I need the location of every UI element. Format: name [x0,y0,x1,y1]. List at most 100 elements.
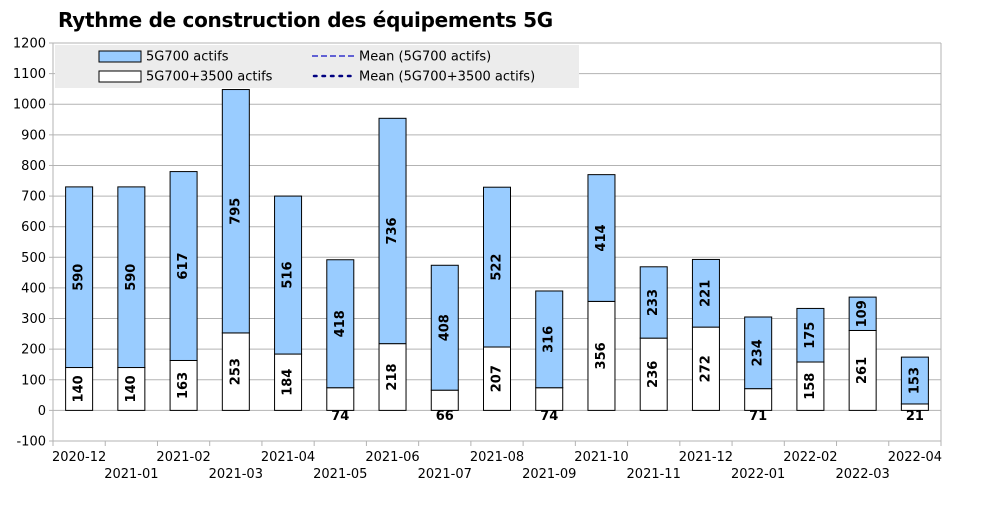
bar-5g700-2022-03 [848,296,877,331]
data-label-5g700: 736 [385,217,400,244]
x-tick-label: 2021-05 [313,467,367,482]
data-label-5g700: 516 [281,261,296,288]
bar-5g700-2021-02 [169,171,198,361]
data-label-5g700: 109 [855,300,870,327]
x-tick-label: 2021-02 [156,450,210,465]
data-label-5g700: 795 [228,198,243,225]
data-label-5g700: 233 [646,289,661,316]
data-label-5g700: 522 [490,254,505,281]
bar-5g700-3500-2021-10 [587,300,616,411]
x-tick-label: 2021-10 [574,450,628,465]
y-tick-label: 500 [21,251,46,266]
data-label-5g700: 590 [72,264,87,291]
bar-5g700-2022-02 [796,307,825,363]
data-label-5g700-3500: 261 [855,357,870,384]
data-label-5g700-3500: 207 [490,365,505,392]
x-tick-label: 2022-04 [888,450,942,465]
data-label-5g700-3500: 356 [594,342,609,369]
bar-5g700-3500-2021-08 [483,346,511,411]
x-tick-label: 2021-09 [522,467,576,482]
data-label-5g700-3500: 66 [436,409,454,424]
legend-label: 5G700+3500 actifs [146,70,273,85]
bar-5g700-3500-2021-01 [117,367,146,411]
chart-title: Rythme de construction des équipements 5… [58,8,553,32]
y-tick-label: 100 [21,373,46,388]
legend-label: Mean (5G700+3500 actifs) [359,70,535,85]
bar-5g700-3500-2021-07 [430,389,459,411]
x-tick-label: 2021-04 [261,450,315,465]
data-label-5g700-3500: 140 [72,375,87,402]
bar-5g700-2021-05 [326,259,355,389]
data-label-5g700: 408 [437,314,452,341]
bar-5g700-2021-08 [483,186,511,348]
y-tick-label: 0 [38,404,46,419]
bar-5g700-2021-01 [117,186,146,369]
x-tick-label: 2020-12 [52,450,106,465]
data-label-5g700: 418 [333,310,348,337]
x-tick-label: 2021-06 [365,450,419,465]
data-label-5g700: 175 [803,322,818,349]
data-label-5g700: 234 [751,339,766,366]
y-tick-label: 1100 [13,67,46,82]
data-label-5g700: 617 [176,252,191,279]
bar-5g700-3500-2021-05 [326,387,355,411]
data-label-5g700-3500: 163 [176,372,191,399]
x-tick-label: 2022-03 [835,467,889,482]
y-tick-label: 900 [21,128,46,143]
data-label-5g700: 153 [907,367,922,394]
bar-5g700-2021-06 [378,117,407,345]
bar-5g700-3500-2021-11 [639,337,668,411]
data-label-5g700-3500: 236 [646,361,661,388]
bar-5g700-3500-2022-01 [744,388,773,411]
data-label-5g700-3500: 140 [124,375,139,402]
y-tick-label: -100 [16,435,46,450]
y-tick-label: 600 [21,220,46,235]
bar-5g700-3500-2021-09 [535,387,564,411]
bar-5g700-2022-04 [900,356,929,405]
y-tick-label: 300 [21,312,46,327]
data-label-5g700-3500: 71 [749,409,767,424]
x-tick-label: 2021-12 [679,450,733,465]
y-tick-label: 1000 [13,98,46,113]
bar-5g700-2022-01 [744,316,773,390]
bar-5g700-2021-11 [639,266,668,339]
data-label-5g700-3500: 272 [698,355,713,382]
bar-5g700-3500-2021-04 [274,353,303,411]
bar-5g700-2020-12 [65,186,94,369]
bar-5g700-2021-03 [221,89,250,334]
data-label-5g700-3500: 74 [540,409,558,424]
legend-swatch [98,50,142,63]
bar-5g700-2021-07 [430,264,459,391]
bar-5g700-2021-10 [587,174,616,302]
bar-5g700-3500-2021-12 [691,326,720,411]
data-label-5g700-3500: 253 [228,358,243,385]
y-tick-label: 800 [21,159,46,174]
data-label-5g700-3500: 218 [385,363,400,390]
x-tick-label: 2021-11 [627,467,681,482]
bar-5g700-2021-09 [535,290,564,389]
y-tick-label: 400 [21,281,46,296]
bar-5g700-3500-2022-02 [796,361,825,411]
data-label-5g700: 316 [542,326,557,353]
bar-5g700-3500-2020-12 [65,367,94,411]
bar-5g700-3500-2021-02 [169,359,198,411]
bar-5g700-3500-2021-03 [221,332,250,411]
x-tick-label: 2022-02 [783,450,837,465]
bar-5g700-2021-12 [691,258,720,328]
y-tick-label: 700 [21,190,46,205]
bar-5g700-2021-04 [274,195,303,355]
data-label-5g700: 221 [698,280,713,307]
data-label-5g700-3500: 158 [803,373,818,400]
x-tick-label: 2021-07 [418,467,472,482]
legend-swatch [98,70,142,83]
data-label-5g700-3500: 74 [331,409,349,424]
y-tick-label: 200 [21,343,46,358]
x-tick-label: 2021-01 [104,467,158,482]
x-tick-label: 2021-03 [209,467,263,482]
data-label-5g700: 590 [124,264,139,291]
x-tick-label: 2021-08 [470,450,524,465]
data-label-5g700-3500: 184 [281,369,296,396]
x-tick-label: 2022-01 [731,467,785,482]
